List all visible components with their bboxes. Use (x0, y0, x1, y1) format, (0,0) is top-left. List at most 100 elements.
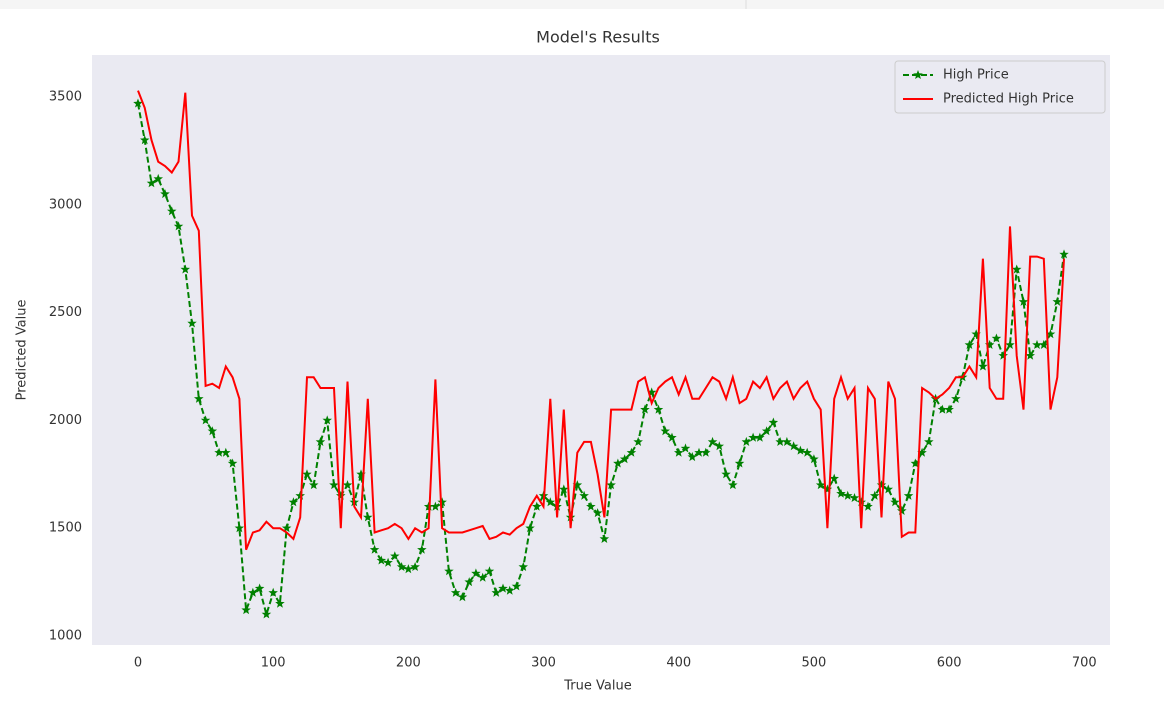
star-marker (917, 447, 927, 457)
star-marker (815, 480, 826, 490)
star-marker (200, 415, 211, 425)
star-marker (315, 436, 326, 446)
star-marker (707, 436, 718, 446)
y-axis-label: Predicted Value (15, 300, 30, 401)
chart-title: Model's Results (536, 28, 660, 47)
star-marker (606, 480, 616, 490)
series-line (137, 103, 1065, 619)
star-marker (728, 480, 738, 490)
star-marker (586, 501, 596, 511)
star-marker (809, 454, 819, 464)
star-marker (924, 436, 934, 446)
star-marker (761, 426, 772, 436)
star-marker (870, 490, 880, 500)
star-marker (876, 480, 887, 490)
star-marker (505, 585, 515, 595)
star-marker (822, 484, 833, 494)
star-marker (187, 318, 197, 328)
star-marker (721, 469, 731, 479)
star-marker (383, 557, 393, 567)
star-marker (849, 493, 860, 502)
star-marker (369, 544, 380, 554)
star-marker (180, 264, 190, 274)
star-marker (525, 523, 535, 533)
star-marker (160, 189, 170, 199)
star-marker (964, 339, 975, 349)
star-marker (221, 447, 231, 457)
star-marker (944, 404, 954, 414)
x-tick-label: 500 (802, 656, 827, 671)
star-marker (626, 447, 637, 457)
star-marker (1052, 296, 1062, 306)
star-marker (167, 206, 177, 216)
star-marker (254, 583, 265, 593)
star-marker (592, 508, 603, 518)
top-bar (0, 0, 1164, 9)
star-marker (356, 469, 366, 479)
legend-box (894, 60, 1106, 114)
star-marker (646, 387, 657, 397)
star-marker (1059, 249, 1069, 259)
star-marker (275, 598, 285, 608)
star-marker (322, 415, 332, 425)
legend-label: Predicted High Price (943, 92, 1074, 107)
star-marker (687, 452, 697, 462)
x-tick-label: 0 (134, 656, 142, 671)
x-tick-label: 300 (531, 656, 556, 671)
star-marker (714, 441, 724, 451)
star-marker (734, 458, 745, 468)
star-marker (653, 404, 664, 414)
star-marker (775, 436, 785, 446)
star-marker (471, 568, 481, 578)
star-marker (1045, 329, 1056, 339)
star-marker (856, 497, 866, 507)
star-marker (302, 469, 312, 479)
star-marker (437, 497, 447, 507)
y-tick-label: 1500 (49, 521, 82, 536)
star-marker (153, 173, 163, 183)
star-marker (741, 436, 752, 446)
star-marker (241, 605, 251, 615)
y-tick-label: 3000 (49, 197, 82, 212)
star-marker (897, 505, 907, 515)
star-marker (464, 577, 474, 587)
star-marker (991, 333, 1002, 343)
star-marker (768, 417, 779, 427)
star-marker (214, 447, 224, 457)
star-marker (444, 566, 454, 576)
star-marker (268, 587, 278, 597)
star-marker (309, 480, 319, 490)
star-marker (457, 592, 468, 602)
star-marker (640, 404, 650, 414)
star-marker (417, 544, 427, 554)
star-marker (559, 484, 569, 494)
star-marker (396, 562, 407, 571)
star-marker (484, 566, 495, 576)
star-marker (342, 480, 353, 490)
star-marker (863, 501, 873, 511)
star-marker (410, 562, 420, 571)
star-marker (376, 555, 387, 565)
star-marker (978, 361, 988, 371)
star-marker (829, 473, 839, 483)
star-marker (782, 436, 792, 446)
star-marker (788, 441, 799, 451)
y-tick-label: 2500 (49, 305, 82, 320)
star-marker (173, 221, 184, 231)
x-axis-label: True Value (563, 679, 631, 694)
star-marker (937, 404, 948, 414)
star-marker (1005, 339, 1015, 349)
star-marker (890, 497, 900, 507)
star-marker (802, 447, 812, 457)
star-marker (1032, 339, 1042, 349)
star-marker (390, 551, 400, 561)
star-marker (694, 447, 704, 457)
star-marker (1018, 296, 1029, 306)
star-marker (288, 497, 299, 507)
star-marker (545, 497, 556, 507)
star-marker (619, 454, 630, 464)
star-marker (903, 490, 914, 500)
y-tick-label: 2000 (49, 413, 82, 428)
